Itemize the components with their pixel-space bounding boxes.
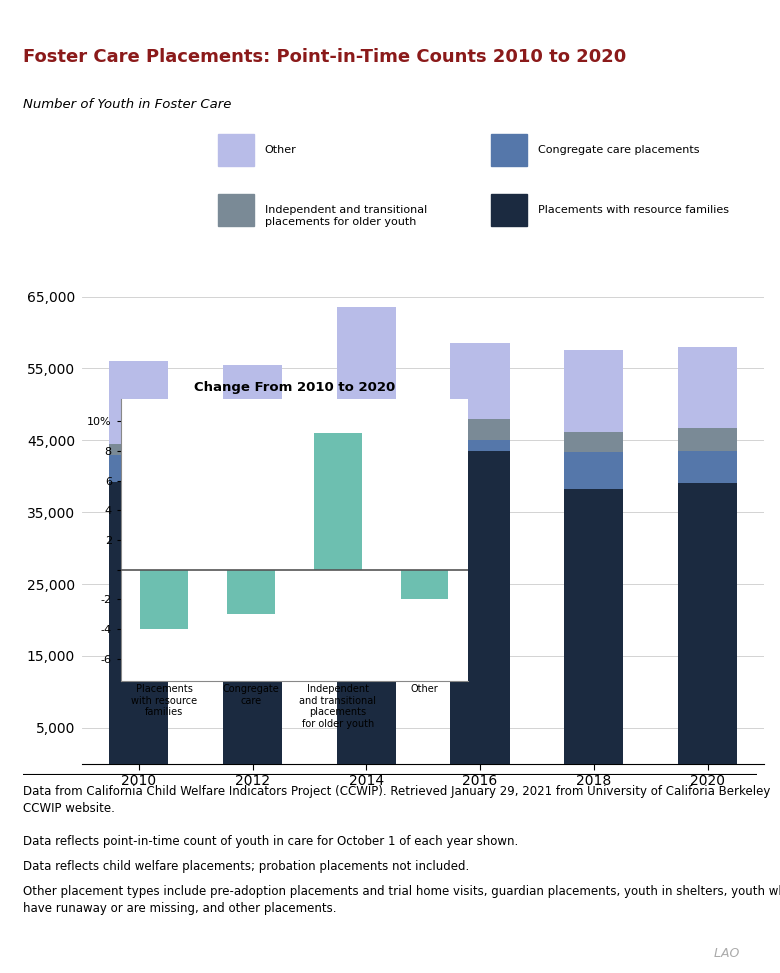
Bar [314, 433, 362, 570]
Text: Foster Care Placements: Point-in-Time Counts 2010 to 2020: Foster Care Placements: Point-in-Time Co… [23, 48, 626, 66]
Title: Change From 2010 to 2020: Change From 2010 to 2020 [193, 380, 395, 394]
Text: LAO: LAO [714, 947, 742, 959]
Bar [337, 307, 395, 412]
Bar [678, 484, 737, 764]
Bar [451, 343, 509, 418]
Bar [227, 570, 275, 614]
Bar [109, 454, 168, 482]
Bar [678, 346, 737, 428]
Text: Placements with resource families: Placements with resource families [537, 205, 729, 215]
Text: Other placement types include pre-adoption placements and trial home visits, gua: Other placement types include pre-adopti… [23, 885, 780, 915]
Bar [223, 365, 282, 449]
Text: Placements
with resource
families: Placements with resource families [131, 684, 197, 717]
Bar [337, 446, 395, 764]
Bar [109, 444, 168, 454]
Bar [223, 451, 282, 490]
Bar [564, 432, 623, 451]
Bar [223, 490, 282, 764]
Text: Data reflects point-in-time count of youth in care for October 1 of each year sh: Data reflects point-in-time count of you… [23, 835, 519, 848]
Bar [564, 489, 623, 764]
Bar [223, 449, 282, 451]
Bar [140, 570, 188, 630]
Bar [218, 133, 254, 166]
Bar [109, 361, 168, 444]
Bar [678, 428, 737, 451]
Bar [451, 451, 509, 764]
Bar [337, 433, 395, 446]
Bar [337, 412, 395, 433]
Bar [218, 194, 254, 226]
Text: Data from California Child Welfare Indicators Project (CCWIP). Retrieved January: Data from California Child Welfare Indic… [23, 785, 771, 815]
Bar [564, 350, 623, 432]
Text: Figure 1: Figure 1 [12, 13, 70, 26]
Bar [491, 133, 527, 166]
Text: Number of Youth in Foster Care: Number of Youth in Foster Care [23, 97, 232, 111]
Text: Congregate
care: Congregate care [222, 684, 279, 705]
Text: Other: Other [265, 145, 296, 156]
Bar [109, 482, 168, 764]
Bar [678, 451, 737, 484]
Text: Independent
and transitional
placements
for older youth: Independent and transitional placements … [300, 684, 376, 729]
Text: Data reflects child welfare placements; probation placements not included.: Data reflects child welfare placements; … [23, 860, 470, 873]
Text: Congregate care placements: Congregate care placements [537, 145, 700, 156]
Text: Other: Other [411, 684, 438, 694]
Bar [451, 418, 509, 441]
Bar [491, 194, 527, 226]
Bar [401, 570, 448, 599]
Text: Independent and transitional
placements for older youth: Independent and transitional placements … [265, 205, 427, 227]
Bar [451, 441, 509, 451]
Bar [564, 451, 623, 489]
